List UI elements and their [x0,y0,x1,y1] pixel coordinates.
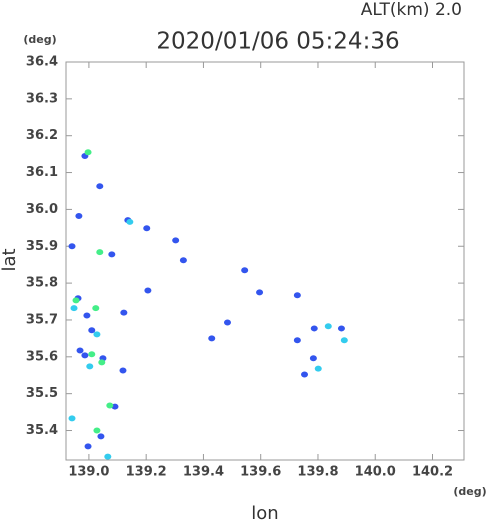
y-tick-label: 35.7 [26,312,58,327]
x-tick-label: 139.8 [297,465,338,480]
echo-cell [241,267,249,274]
echo-cell [293,337,301,344]
altitude-label: ALT(km) 2.0 [361,0,462,20]
y-tick-label: 35.4 [26,423,58,438]
echo-cell [301,371,309,378]
y-tick-label: 36.3 [26,91,58,106]
x-unit: (deg) [453,485,486,498]
y-tick-label: 35.6 [26,349,58,364]
echo-cell [84,443,92,450]
echo-cell [70,305,78,312]
echo-cell [108,251,116,258]
echo-cell [143,225,151,232]
y-tick-label: 36.2 [26,128,58,143]
echo-cell [68,243,76,250]
echo-cell [179,257,187,264]
echo-cell [172,237,180,244]
echo-cell [96,249,104,256]
echo-cell [72,297,80,304]
chart-title: 2020/01/06 05:24:36 [156,29,399,55]
echo-cell [340,337,348,344]
x-tick-label: 139.4 [183,465,224,480]
echo-cell [81,352,89,359]
y-tick-label: 36.0 [26,202,58,217]
y-tick-label: 36.1 [26,165,58,180]
echo-cell [86,363,94,370]
y-tick-label: 35.8 [26,276,58,291]
echo-cell [119,367,127,374]
echo-cell [83,312,91,319]
y-unit: (deg) [23,33,56,46]
y-tick-label: 35.5 [26,386,58,401]
echo-cell [309,355,317,362]
echo-cell [76,347,84,354]
x-axis-label: lon [251,503,278,521]
echo-cell [93,427,101,434]
echo-cell [98,359,106,366]
echo-cell [97,433,105,440]
echo-cell [293,292,301,299]
x-tick-label: 139.2 [126,465,167,480]
echo-cell [126,218,134,225]
x-tick-label: 139.0 [68,465,109,480]
echo-cell [337,325,345,332]
echo-cell [120,309,128,316]
echo-cell [106,402,114,409]
plot-frame [65,61,465,461]
x-tick-label: 140.0 [355,465,396,480]
y-tick-label: 36.4 [26,55,58,70]
echo-cell [256,289,264,296]
echo-cell [84,149,92,156]
echo-cell [88,327,96,334]
x-tick-label: 139.6 [240,465,281,480]
x-tick-label: 140.2 [412,465,453,480]
echo-cell [208,335,216,342]
echo-cell [223,319,231,326]
echo-cell [75,213,83,220]
echo-cell [324,323,332,330]
echo-cell [96,183,104,190]
echo-cell [68,415,76,422]
echo-cell [88,351,96,358]
echo-cell [310,325,318,332]
echo-cell [93,331,101,338]
y-axis-label: lat [0,248,20,271]
echo-cell [104,453,112,460]
echo-cell [144,287,152,294]
echo-cell [92,305,100,312]
echo-cell [314,365,322,372]
y-tick-label: 35.9 [26,239,58,254]
